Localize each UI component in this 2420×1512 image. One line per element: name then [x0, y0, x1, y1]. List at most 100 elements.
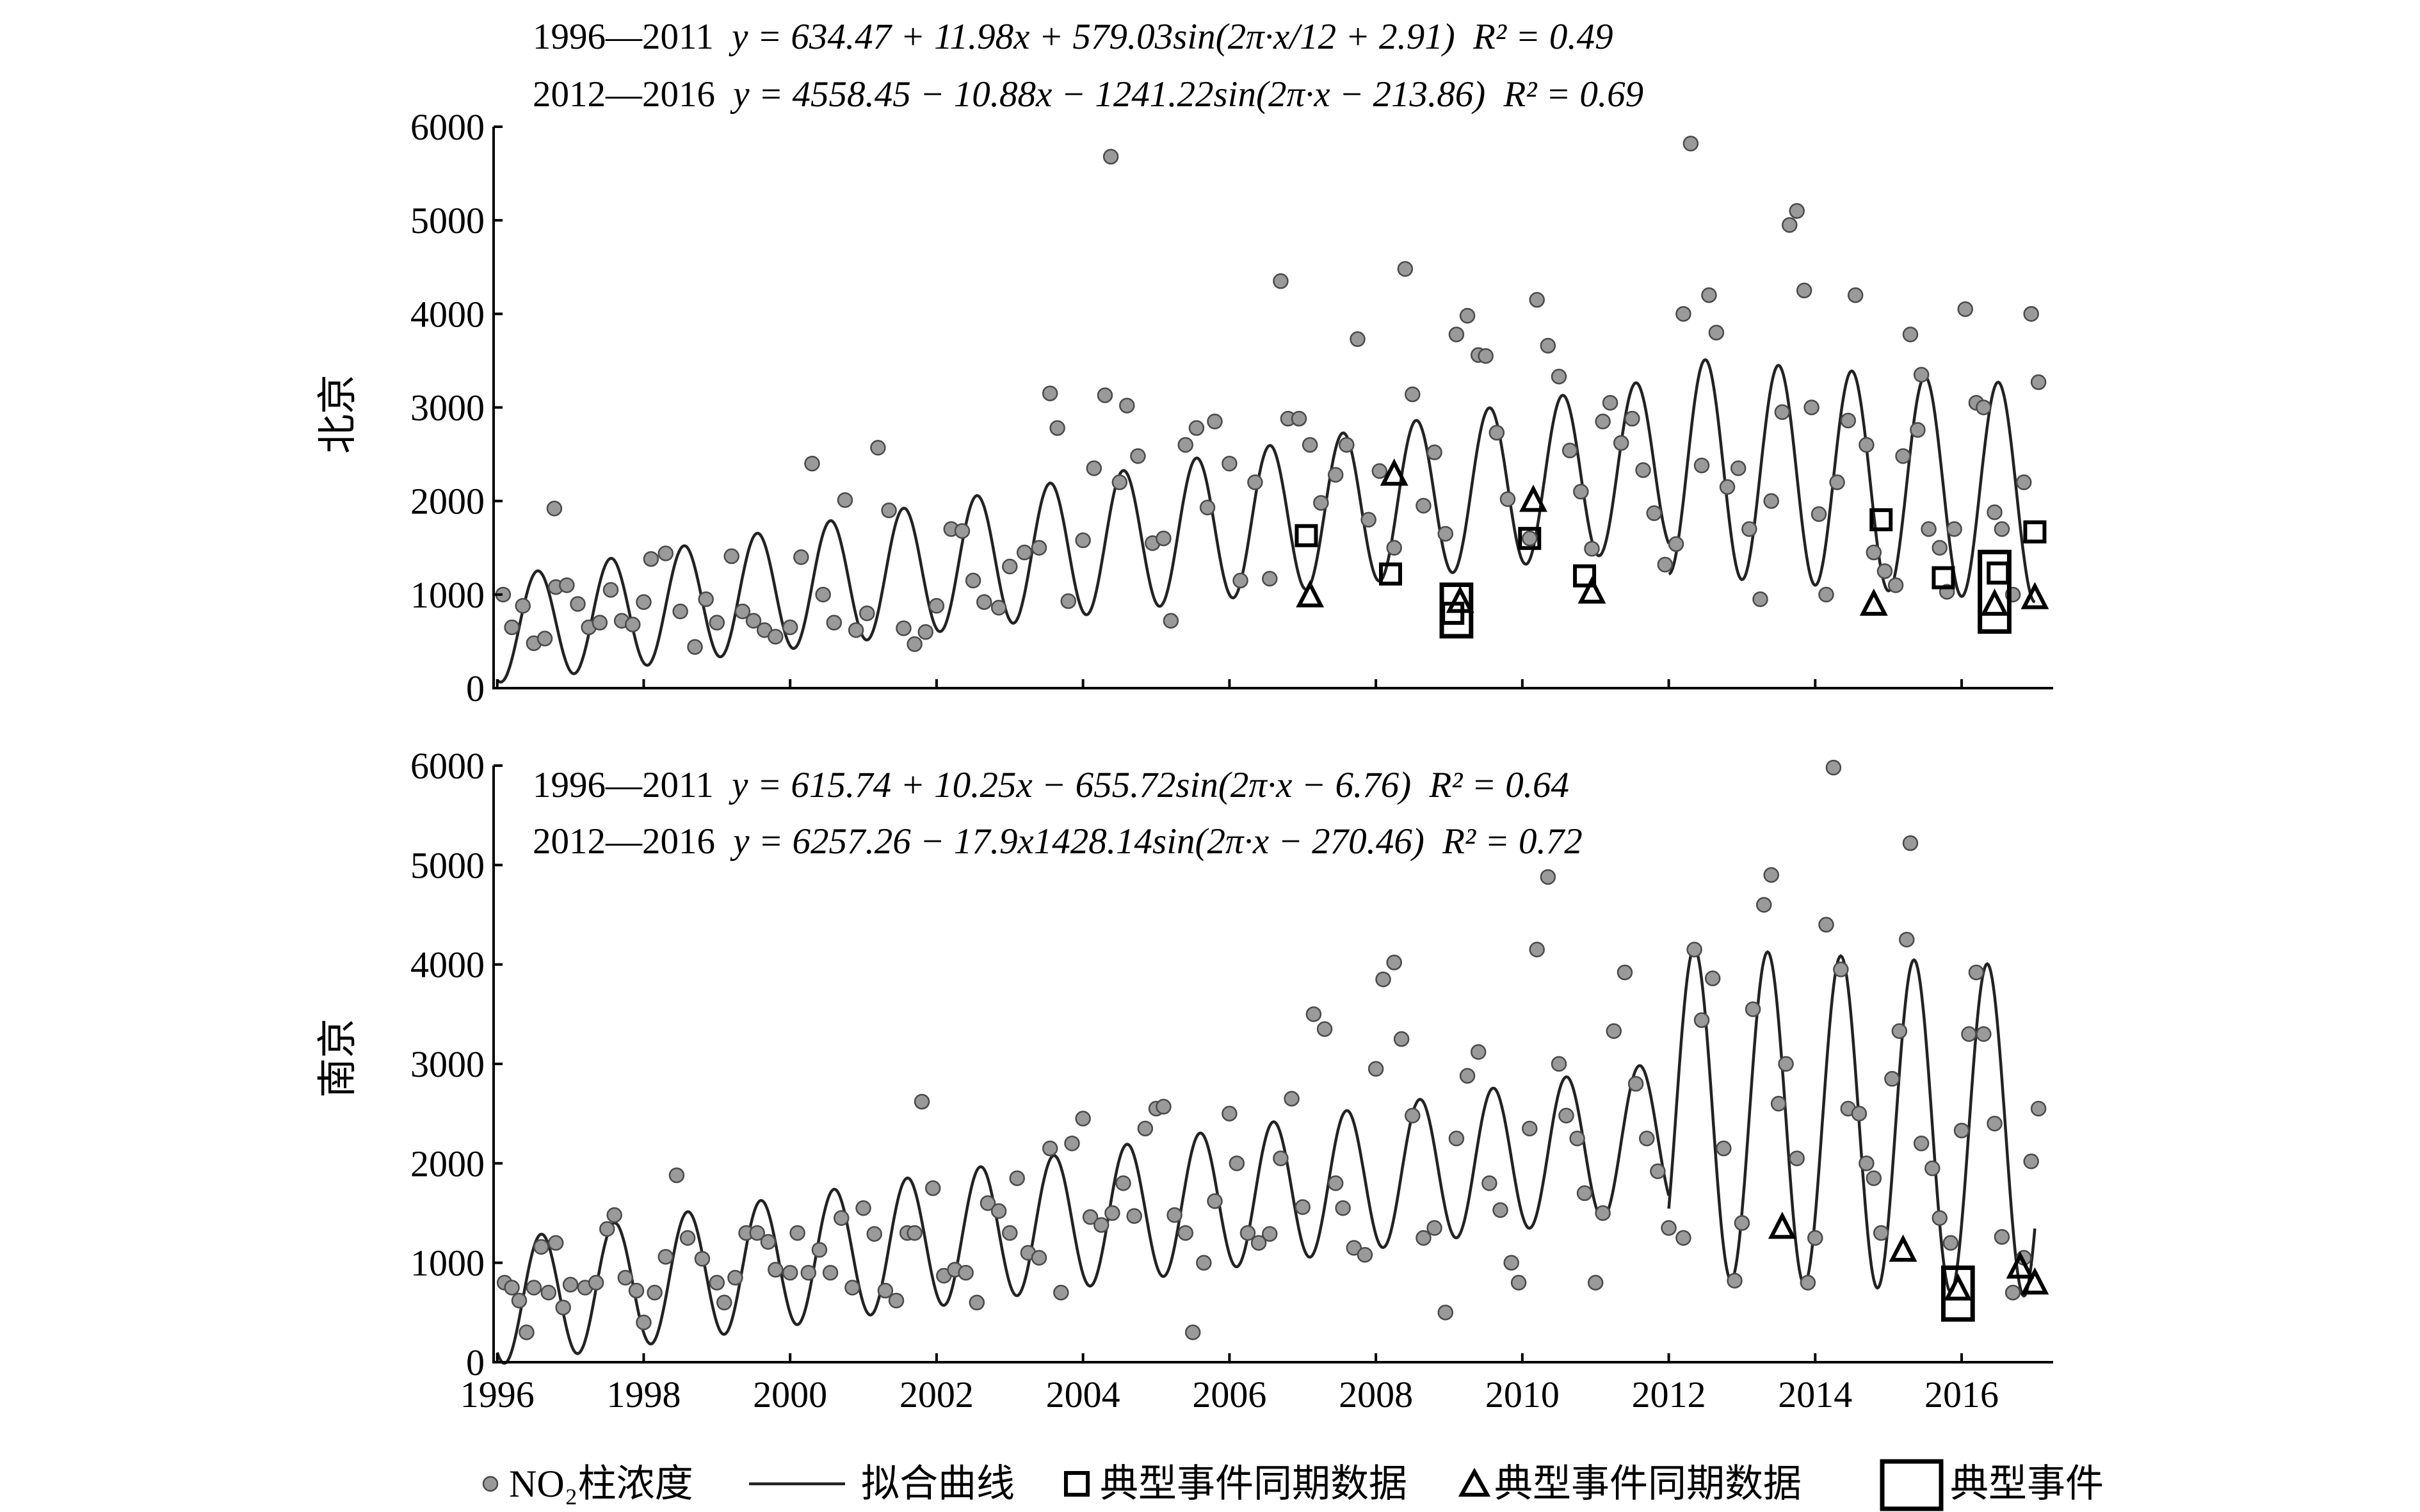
no2-point — [1851, 1106, 1867, 1122]
no2-point — [1661, 1220, 1677, 1236]
event-period-square — [1987, 561, 2010, 585]
no2-point — [2023, 1153, 2039, 1170]
no2-point — [768, 629, 784, 645]
nanjing-y-ticks: 0 1000 2000 3000 4000 5000 6000 — [410, 745, 503, 1383]
typical-event-box — [1940, 1265, 1975, 1322]
no2-point — [1250, 1235, 1267, 1251]
no2-point — [1335, 1200, 1351, 1216]
no2-point — [976, 594, 992, 610]
no2-point — [1207, 1193, 1223, 1209]
no2-point — [1796, 282, 1812, 299]
event-period-square — [1932, 566, 1955, 590]
x-axis-ticks: 1996 1998 2000 2002 2004 2006 2008 2010 2012 2014… — [460, 679, 1999, 1415]
no2-point — [668, 1167, 685, 1184]
no2-point — [1075, 532, 1091, 549]
legend-triangle-marker — [1458, 1467, 1491, 1497]
event-period-square — [1518, 527, 1542, 551]
no2-point — [1551, 1056, 1567, 1072]
no2-point — [958, 1264, 974, 1281]
no2-point — [1558, 1107, 1574, 1124]
no2-point — [647, 1285, 663, 1301]
no2-point — [1968, 964, 1985, 981]
no2-point — [1002, 1225, 1018, 1241]
no2-point — [1602, 394, 1618, 411]
legend-dot-marker — [482, 1476, 499, 1492]
no2-point — [519, 1324, 535, 1340]
no2-point — [1371, 463, 1388, 479]
no2-point — [1847, 287, 1864, 303]
no2-point — [504, 619, 520, 636]
no2-point — [562, 1276, 579, 1293]
no2-point — [768, 1262, 784, 1278]
no2-point — [1302, 437, 1318, 453]
no2-point — [782, 619, 798, 636]
no2-point — [1416, 1230, 1432, 1246]
no2-point — [1701, 287, 1717, 303]
no2-point — [1346, 1240, 1362, 1256]
no2-point — [1763, 493, 1779, 509]
no2-point — [1682, 136, 1699, 152]
no2-point — [526, 1280, 542, 1296]
no2-point — [540, 1285, 557, 1301]
no2-point — [1569, 1130, 1585, 1146]
no2-point — [2030, 374, 2047, 390]
event-period-triangle — [1519, 485, 1547, 512]
no2-point — [698, 591, 714, 607]
event-period-triangle — [1446, 585, 1474, 613]
no2-point — [1042, 385, 1058, 401]
no2-point — [546, 501, 563, 517]
no2-point — [1459, 308, 1476, 324]
no2-point — [1313, 495, 1329, 511]
no2-point — [1053, 1285, 1069, 1301]
no2-point — [745, 613, 762, 629]
no2-point — [1086, 460, 1102, 476]
no2-point — [1727, 1273, 1743, 1289]
no2-point — [1130, 448, 1146, 464]
fit-curve-1 — [496, 1064, 1670, 1365]
no2-point — [1957, 301, 1974, 318]
x-tick-label: 2004 — [1046, 1374, 1120, 1415]
no2-point — [1994, 521, 2010, 537]
no2-point — [990, 1203, 1007, 1219]
no2-point — [1156, 1098, 1172, 1115]
no2-point — [1873, 1225, 1889, 1241]
no2-point — [1866, 1170, 1882, 1186]
x-tick-label: 2000 — [753, 1374, 827, 1415]
no2-point — [1102, 149, 1119, 165]
no2-point — [687, 639, 703, 655]
no2-point — [924, 1180, 941, 1196]
no2-point — [1049, 420, 1065, 436]
no2-point — [1953, 1122, 1970, 1139]
no2-point — [1859, 437, 1875, 453]
no2-point — [1031, 1250, 1047, 1266]
no2-point — [1075, 1111, 1091, 1127]
no2-point — [1327, 467, 1344, 483]
y-tick-label: 4000 — [410, 944, 485, 986]
no2-point — [694, 1251, 711, 1267]
event-period-triangle — [1768, 1211, 1796, 1239]
no2-point — [1126, 1208, 1142, 1224]
no2-point — [1606, 1023, 1622, 1039]
no2-point — [1730, 460, 1746, 476]
no2-point — [1961, 1026, 1977, 1042]
no2-point — [1540, 337, 1556, 354]
no2-point — [1522, 1120, 1538, 1137]
no2-point — [1115, 1175, 1131, 1191]
event-period-triangle — [1296, 580, 1325, 607]
no2-point — [866, 1226, 882, 1242]
no2-point — [1367, 1061, 1384, 1077]
no2-point — [1386, 540, 1402, 556]
no2-point — [1540, 869, 1556, 885]
no2-point — [636, 594, 652, 610]
no2-point — [1639, 1130, 1655, 1146]
no2-point — [636, 1314, 652, 1331]
event-period-triangle — [1980, 588, 2009, 616]
no2-point — [1913, 1136, 1930, 1152]
no2-point — [1470, 1044, 1487, 1060]
no2-point — [1818, 917, 1834, 933]
no2-point — [1448, 1130, 1465, 1146]
no2-point — [1437, 526, 1454, 542]
no2-point — [1405, 1107, 1421, 1124]
no2-point — [1295, 1199, 1311, 1215]
no2-point — [844, 1280, 860, 1296]
